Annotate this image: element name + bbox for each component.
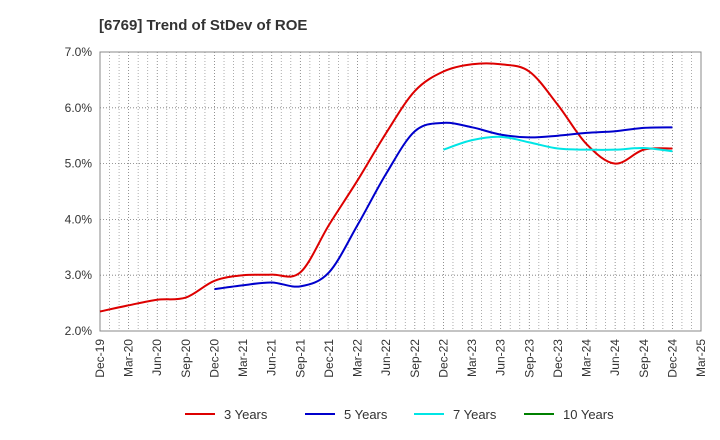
x-tick-label: Jun-23: [494, 339, 508, 376]
legend: 3 Years 5 Years 7 Years 10 Years: [185, 407, 614, 422]
x-tick-label: Mar-22: [351, 339, 365, 377]
x-tick-label: Sep-23: [522, 339, 536, 378]
x-tick-label: Dec-23: [551, 339, 565, 378]
legend-label-5-years: 5 Years: [344, 407, 388, 422]
x-tick-label: Mar-20: [122, 339, 136, 377]
x-tick-label: Sep-21: [293, 339, 307, 378]
y-tick-label: 2.0%: [65, 324, 93, 338]
x-tick-label: Dec-22: [436, 339, 450, 378]
x-tick-label: Sep-24: [637, 339, 651, 378]
x-tick-label: Mar-24: [580, 339, 594, 377]
y-tick-label: 5.0%: [65, 157, 93, 171]
legend-label-10-years: 10 Years: [563, 407, 614, 422]
plot-frame: [99, 51, 702, 332]
axes: 2.0% 3.0% 4.0% 5.0% 6.0% 7.0% Dec-19 Mar-20 Jun-…: [65, 45, 708, 378]
series-line-5-years: [214, 121, 673, 291]
x-tick-label: Sep-20: [179, 339, 193, 378]
x-tick-label: Dec-20: [207, 339, 221, 378]
y-tick-label: 4.0%: [65, 212, 93, 226]
y-tick-label: 3.0%: [65, 268, 93, 282]
y-tick-label: 7.0%: [65, 45, 93, 59]
x-tick-label: Dec-24: [665, 339, 679, 378]
chart-title: [6769] Trend of StDev of ROE: [99, 17, 307, 34]
series-lines: [99, 62, 673, 313]
grid: [99, 51, 702, 332]
x-tick-label: Jun-20: [150, 339, 164, 376]
x-tick-label: Mar-25: [694, 339, 708, 377]
legend-label-7-years: 7 Years: [453, 407, 497, 422]
x-tick-label: Sep-22: [408, 339, 422, 378]
x-tick-label: Dec-19: [93, 339, 107, 378]
x-tick-label: Mar-21: [236, 339, 250, 377]
y-tick-label: 6.0%: [65, 101, 93, 115]
series-line-7-years: [443, 135, 673, 153]
x-tick-label: Mar-23: [465, 339, 479, 377]
x-tick-label: Dec-21: [322, 339, 336, 378]
legend-label-3-years: 3 Years: [224, 407, 268, 422]
x-tick-label: Jun-22: [379, 339, 393, 376]
x-tick-label: Jun-24: [608, 339, 622, 376]
x-tick-label: Jun-21: [265, 339, 279, 376]
